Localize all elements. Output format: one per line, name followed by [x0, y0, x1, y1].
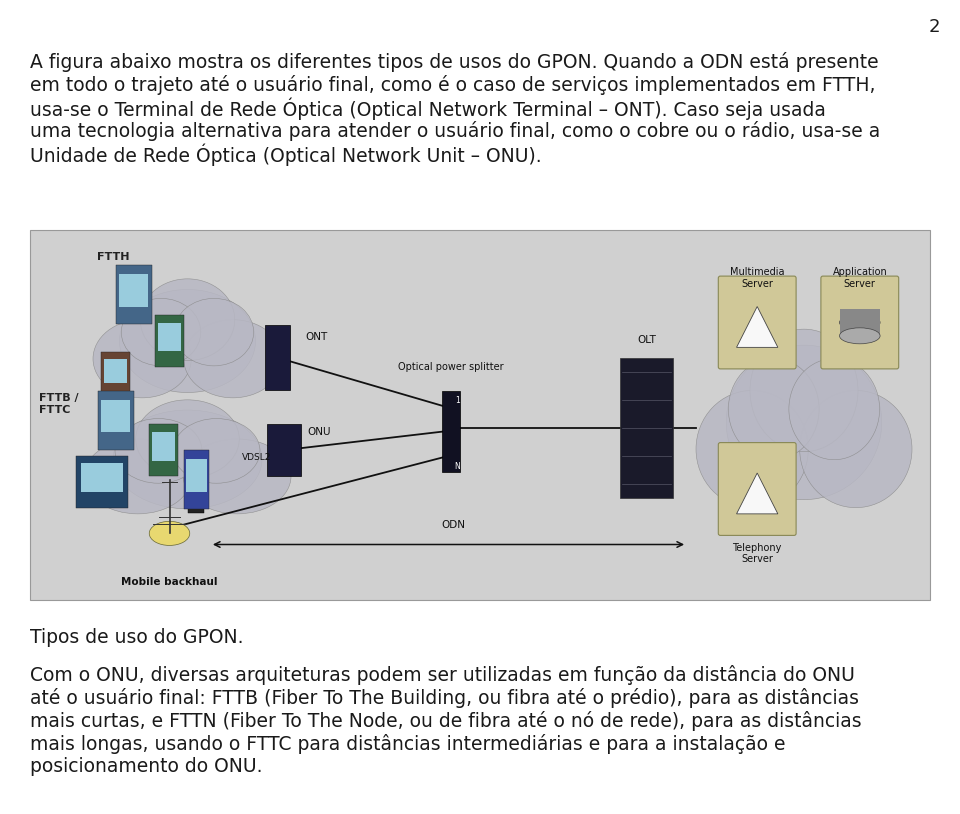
Ellipse shape — [789, 358, 879, 460]
Text: Multimedia
Server: Multimedia Server — [730, 267, 784, 289]
Text: ODN: ODN — [441, 519, 465, 530]
Text: A figura abaixo mostra os diferentes tipos de usos do GPON. Quando a ODN está pr: A figura abaixo mostra os diferentes tip… — [30, 52, 878, 72]
Bar — [76, 456, 128, 507]
Text: FTTB /
FTTC: FTTB / FTTC — [39, 393, 79, 414]
Bar — [30, 230, 930, 600]
FancyBboxPatch shape — [821, 276, 899, 369]
Bar — [158, 323, 181, 352]
Bar — [119, 274, 148, 307]
Ellipse shape — [729, 358, 819, 460]
Ellipse shape — [135, 400, 239, 478]
Text: em todo o trajeto até o usuário final, como é o caso de serviços implementados e: em todo o trajeto até o usuário final, c… — [30, 75, 876, 95]
Text: Telephony
Server: Telephony Server — [732, 543, 781, 564]
Bar — [187, 487, 204, 513]
Text: mais longas, usando o FTTC para distâncias intermediárias e para a instalação e: mais longas, usando o FTTC para distânci… — [30, 734, 785, 754]
Bar — [149, 424, 178, 476]
Ellipse shape — [140, 279, 235, 361]
Ellipse shape — [175, 299, 253, 365]
Polygon shape — [736, 473, 778, 514]
Text: N: N — [455, 462, 461, 471]
Ellipse shape — [173, 418, 260, 484]
Text: VDSL2: VDSL2 — [242, 453, 271, 462]
FancyBboxPatch shape — [718, 276, 796, 369]
Text: OLT: OLT — [637, 335, 656, 344]
Ellipse shape — [800, 391, 912, 508]
Ellipse shape — [149, 522, 190, 545]
Ellipse shape — [115, 418, 202, 484]
Text: ONU: ONU — [307, 427, 330, 436]
Bar — [265, 326, 290, 390]
Ellipse shape — [696, 391, 808, 508]
Bar — [101, 352, 130, 396]
Bar — [115, 265, 152, 324]
Text: Mobile backhaul: Mobile backhaul — [121, 577, 218, 587]
Text: até o usuário final: FTTB (Fiber To The Building, ou fibra até o prédio), para a: até o usuário final: FTTB (Fiber To The … — [30, 688, 859, 708]
Bar — [186, 459, 206, 492]
Ellipse shape — [119, 290, 255, 392]
Text: Optical power splitter: Optical power splitter — [398, 362, 504, 373]
Ellipse shape — [750, 329, 858, 452]
Ellipse shape — [183, 320, 282, 398]
Ellipse shape — [93, 320, 191, 398]
Text: uma tecnologia alternativa para atender o usuário final, como o cobre ou o rádio: uma tecnologia alternativa para atender … — [30, 121, 880, 141]
Text: Tipos de uso do GPON.: Tipos de uso do GPON. — [30, 628, 244, 647]
Bar — [98, 391, 133, 450]
Text: mais curtas, e FTTN (Fiber To The Node, ou de fibra até o nó de rede), para as d: mais curtas, e FTTN (Fiber To The Node, … — [30, 711, 862, 731]
Bar — [839, 309, 880, 336]
Text: Com o ONU, diversas arquiteturas podem ser utilizadas em função da distância do : Com o ONU, diversas arquiteturas podem s… — [30, 665, 854, 685]
Text: usa-se o Terminal de Rede Óptica (Optical Network Terminal – ONT). Caso seja usa: usa-se o Terminal de Rede Óptica (Optica… — [30, 98, 826, 120]
Ellipse shape — [113, 410, 262, 509]
Bar — [156, 315, 184, 367]
Ellipse shape — [183, 439, 291, 514]
FancyBboxPatch shape — [718, 443, 796, 536]
Ellipse shape — [726, 345, 881, 500]
Bar — [104, 359, 127, 383]
Ellipse shape — [84, 439, 192, 514]
Text: FTTH: FTTH — [98, 252, 130, 262]
Bar — [443, 391, 460, 472]
Text: Unidade de Rede Óptica (Optical Network Unit – ONU).: Unidade de Rede Óptica (Optical Network … — [30, 144, 541, 167]
Text: ONT: ONT — [305, 332, 327, 343]
Text: Application
Server: Application Server — [832, 267, 887, 289]
Bar — [152, 432, 175, 461]
Text: 1: 1 — [455, 396, 460, 405]
Text: 2: 2 — [928, 18, 940, 36]
Text: posicionamento do ONU.: posicionamento do ONU. — [30, 757, 262, 776]
Ellipse shape — [839, 314, 880, 330]
Bar — [184, 450, 209, 510]
Ellipse shape — [839, 328, 880, 344]
Bar — [267, 424, 300, 476]
Polygon shape — [736, 307, 778, 348]
Bar — [101, 400, 130, 432]
Bar — [81, 463, 123, 492]
Bar — [620, 357, 673, 498]
Ellipse shape — [121, 299, 201, 365]
